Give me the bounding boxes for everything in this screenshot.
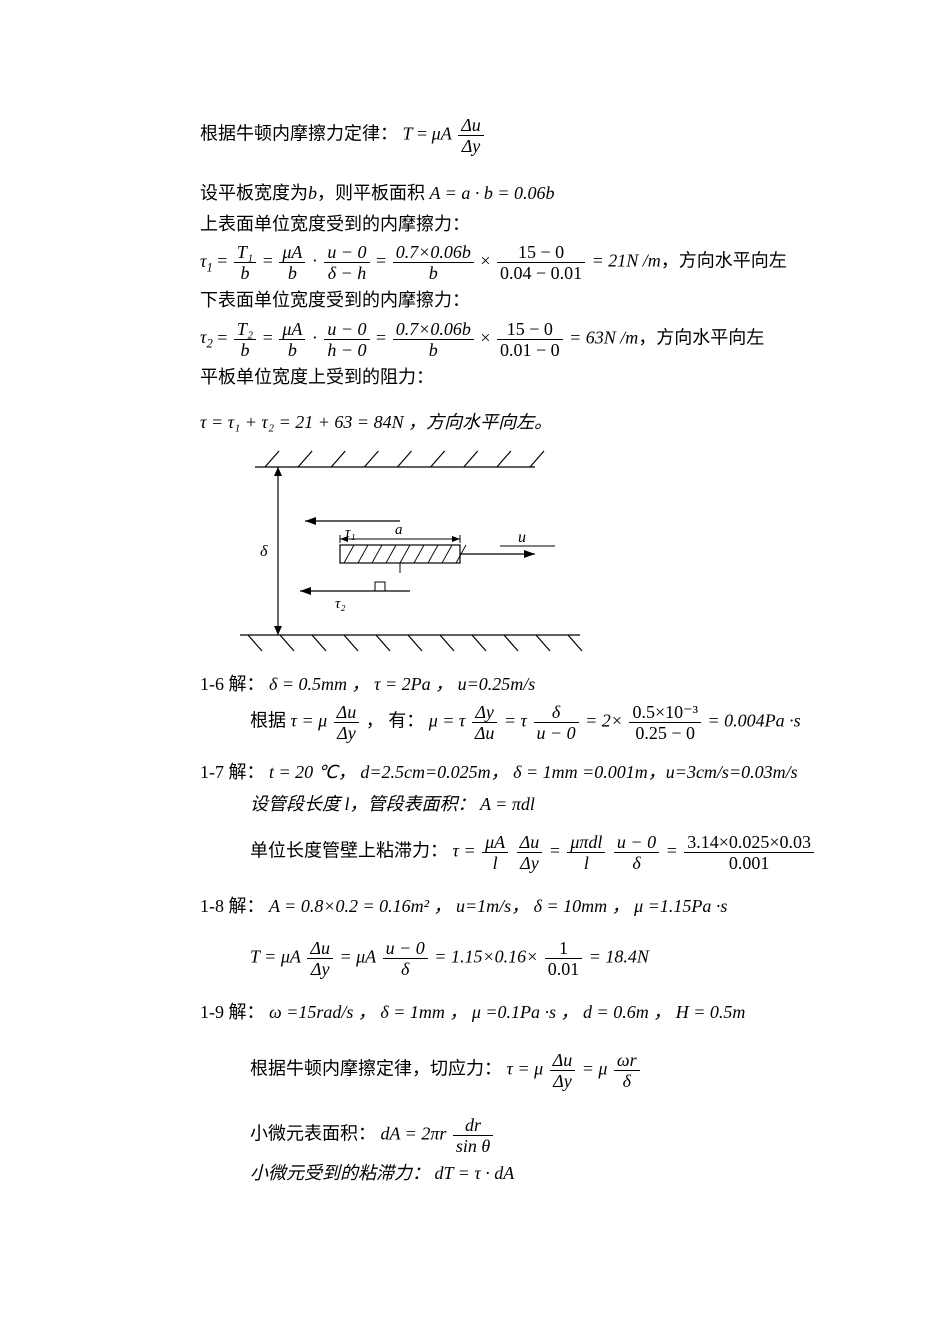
upper-label: 上表面单位宽度受到的内摩擦力：: [200, 212, 745, 237]
plate-area-line: 设平板宽度为b，则平板面积 A = a · b = 0.06b: [200, 181, 745, 206]
lower-label: 下表面单位宽度受到的内摩擦力：: [200, 288, 745, 313]
svg-text:u: u: [518, 529, 526, 546]
op: =: [417, 124, 432, 144]
p1-8-head: 1-8 解： A = 0.8×0.2 = 0.16m² ， u=1m/s， δ …: [200, 894, 745, 919]
p1-7-head: 1-7 解： t = 20 ℃， d=2.5cm=0.025m， δ = 1mm…: [200, 760, 745, 785]
svg-text:τ₁: τ₁: [345, 525, 356, 541]
p1-6-head: 1-6 解： δ = 0.5mm ， τ = 2Pa ， u=0.25m/s: [200, 672, 745, 697]
eq-tau2: τ2 = T₂b = μAb · u − 0h − 0 = 0.7×0.06bb…: [200, 320, 745, 359]
muA: μA: [432, 124, 452, 144]
p1-9-eq2: 小微元表面积： dA = 2πr drsin θ: [250, 1116, 745, 1155]
eq-A: A = a · b = 0.06b: [430, 183, 555, 203]
p1-9-head: 1-9 解： ω =15rad/s ， δ = 1mm ， μ =0.1Pa ·…: [200, 1000, 745, 1025]
p1-9-l4: 小微元受到的粘滞力： dT = τ · dA: [250, 1161, 745, 1186]
newton-intro: 根据牛顿内摩擦力定律： T = μA Δu Δy: [200, 116, 745, 155]
p1-9-eq1: 根据牛顿内摩擦定律，切应力： τ = μ ΔuΔy = μ ωrδ: [250, 1051, 745, 1090]
shear-diagram: δ a u τ₁ τ₂: [230, 445, 745, 662]
svg-text:τ₂: τ₂: [335, 596, 346, 612]
p1-8-eq: T = μA ΔuΔy = μA u − 0δ = 1.15×0.16× 10.…: [250, 939, 745, 978]
p1-7-eq: 单位长度管壁上粘滞力： τ = μAl ΔuΔy = μπdll u − 0δ …: [250, 833, 745, 872]
diagram-svg: δ a u τ₁ τ₂: [230, 445, 590, 655]
p1-7-l2: 设管段长度 l，管段表面积： A = πdl: [250, 792, 745, 817]
page: 根据牛顿内摩擦力定律： T = μA Δu Δy 设平板宽度为b，则平板面积 A…: [0, 0, 950, 1252]
eq-tau-sum: τ = τ₁ + τ₂ = 21 + 63 = 84N ，方向水平向左。: [200, 410, 745, 435]
p1-6-eq: 根据 τ = μ ΔuΔy ， 有： μ = τ ΔyΔu = τ δu − 0…: [250, 703, 745, 742]
frac-du-dy: Δu Δy: [458, 116, 484, 155]
text: 根据牛顿内摩擦力定律：: [200, 124, 398, 144]
eq-tau1: τ1 = T₁b = μAb · u − 0δ − h = 0.7×0.06bb…: [200, 243, 745, 282]
resist-label: 平板单位宽度上受到的阻力：: [200, 365, 745, 390]
svg-text:a: a: [395, 522, 403, 538]
svg-text:δ: δ: [260, 543, 268, 560]
var-T: T: [403, 124, 413, 144]
